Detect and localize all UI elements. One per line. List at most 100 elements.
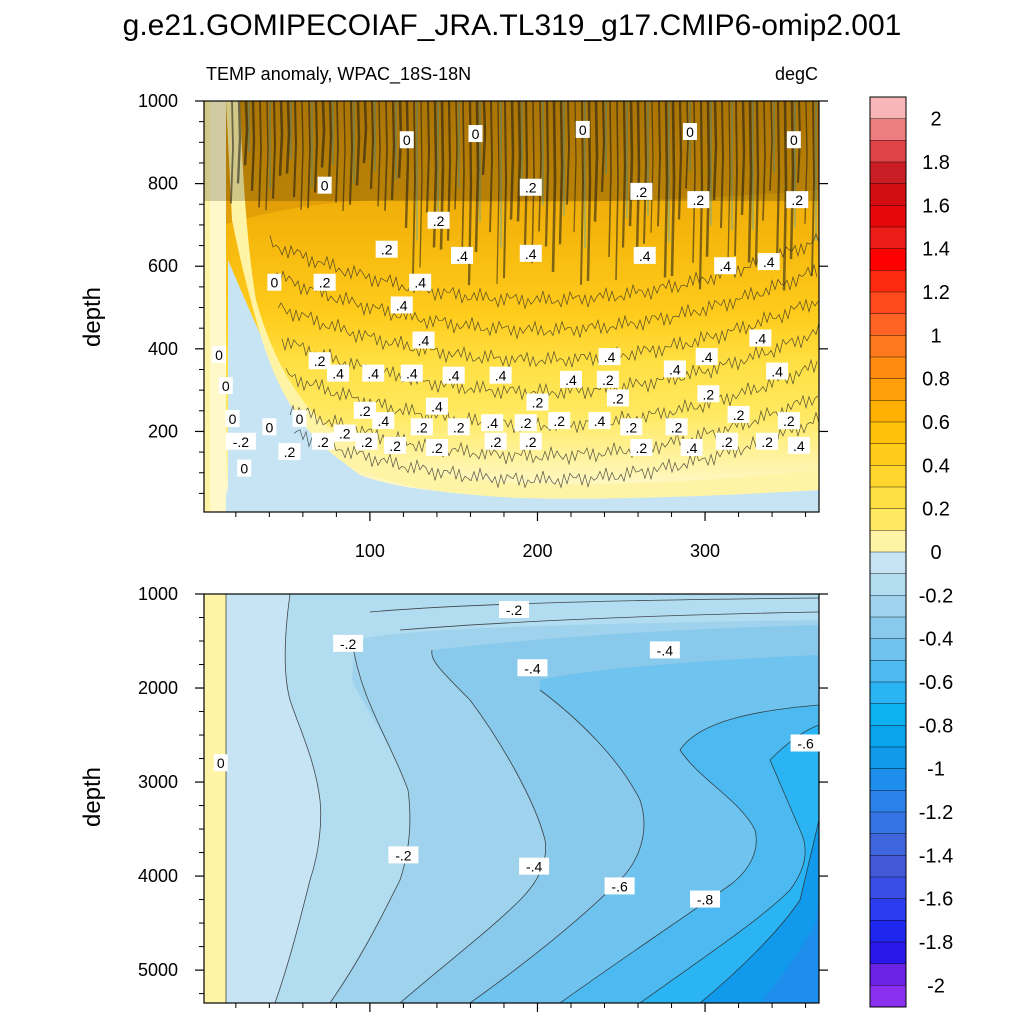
- top-surface-streak: [628, 101, 634, 227]
- bottom-contour-lines: [225, 594, 819, 1003]
- top-contour-label-box: [766, 362, 789, 380]
- bottom-contour-label-text: -.8: [697, 892, 714, 908]
- top-contour-label-text: 0: [270, 275, 278, 291]
- top-contour-label-box: [786, 131, 801, 149]
- top-contour-label-text: 0: [472, 126, 480, 142]
- top-contour-label: .4: [633, 246, 656, 264]
- top-contour-label-text: 0: [222, 378, 230, 394]
- top-subtitle-left: TEMP anomaly, WPAC_18S-18N: [206, 64, 471, 85]
- colorbar-swatch: [869, 833, 907, 856]
- colorbar-label: -0.2: [919, 585, 953, 607]
- top-axis: 100 200 300 200 400 600 800 1000: [138, 91, 828, 561]
- top-surface-streak: [292, 101, 298, 198]
- top-y-tick-label: 200: [148, 421, 178, 441]
- colorbar-swatch: [869, 985, 907, 1008]
- top-surface-streak: [335, 101, 339, 203]
- top-surface-streak: [608, 101, 612, 257]
- top-contour-label-text: .2: [602, 372, 614, 388]
- bottom-contour-label: -.8: [690, 890, 721, 908]
- top-contour-label: 0: [237, 459, 252, 477]
- top-contour-label-box: [384, 436, 407, 454]
- top-contour-label-box: [333, 424, 356, 442]
- colorbar-swatch: [869, 920, 907, 943]
- top-zero-strip-edge: [210, 101, 226, 512]
- top-panel: 100 200 300 200 400 600 800 1000 0 -.2 .2 0 0 0 0 0 .2.…: [79, 91, 828, 561]
- top-contour-label: .4: [372, 412, 395, 430]
- top-contour-label-box: [682, 122, 697, 140]
- top-surface-streak: [558, 101, 564, 245]
- colorbar-swatch: [869, 378, 907, 401]
- top-contour-label-text: .2: [703, 386, 715, 402]
- top-contour-label-text: .4: [604, 349, 616, 365]
- top-contour-label-text: .2: [671, 419, 683, 435]
- top-contour-label: .2: [514, 414, 537, 432]
- bottom-contour-label-box: [388, 846, 419, 864]
- top-contour-label-text: .2: [636, 440, 648, 456]
- colorbar-label: -1.4: [919, 845, 953, 867]
- top-y-tick-label: 600: [148, 256, 178, 276]
- top-surface-shade: [204, 101, 819, 201]
- top-contour-label-text: .4: [396, 297, 408, 313]
- colorbar-frame: [869, 96, 907, 1008]
- top-contour-label: .2: [620, 418, 643, 436]
- bottom-contour-label-box: [649, 641, 680, 659]
- colorbar-swatch: [869, 595, 907, 618]
- top-contour-label: .4: [598, 348, 621, 366]
- top-contour-label-text: .4: [793, 438, 805, 454]
- top-contour-label: 0: [218, 377, 233, 395]
- colorbar-label: -0.6: [919, 672, 953, 694]
- top-contour-label-text: .2: [733, 407, 745, 423]
- colorbar-swatch: [869, 421, 907, 445]
- top-contour-label: .2: [355, 432, 378, 450]
- top-contour-label: .2: [311, 432, 334, 450]
- top-surface-streak: [719, 101, 725, 228]
- top-surface-streak: [621, 101, 627, 248]
- top-contour-label-box: [412, 331, 435, 349]
- top-contour-label: .2: [548, 412, 571, 430]
- top-contour-label: .2: [484, 432, 507, 450]
- top-contour-label-box: [630, 438, 653, 456]
- colorbar-swatch: [869, 205, 907, 228]
- bottom-contour-label-text: -.2: [395, 847, 412, 863]
- top-contour-label-text: .4: [594, 413, 606, 429]
- colorbar-swatch: [869, 703, 907, 726]
- top-contour-label-text: .2: [490, 434, 502, 450]
- top-surface-streak: [404, 101, 410, 228]
- bottom-contour-label: -.2: [388, 846, 419, 864]
- top-contour-label: .4: [663, 360, 686, 378]
- top-surface-streak: [425, 101, 431, 213]
- top-surface-streak: [593, 101, 599, 222]
- colorbar-swatch: [869, 270, 907, 293]
- bottom-contour-labels: 0 -.2 -.2 -.4 -.4 -.6 -.2 -.4 -.6 -.8: [213, 600, 821, 908]
- top-contour-label-box: [519, 244, 542, 262]
- top-surface-streak: [712, 101, 718, 201]
- top-surface-streak: [782, 101, 788, 291]
- colorbar-swatch: [869, 573, 907, 596]
- colorbar-label: -1: [927, 759, 945, 781]
- top-surface-streak: [516, 101, 522, 222]
- top-contour-label-text: .4: [486, 415, 498, 431]
- top-contour-label-text: 0: [265, 419, 273, 435]
- top-contour-label: .4: [425, 397, 448, 415]
- top-surface-streak: [271, 101, 277, 199]
- top-contour-label: .4: [362, 364, 385, 382]
- colorbar-swatch: [869, 638, 907, 661]
- top-contour-label-box: [548, 412, 571, 430]
- top-surface-streak: [390, 101, 396, 201]
- top-surface-streak: [615, 101, 619, 281]
- top-contour-label-text: 0: [296, 411, 304, 427]
- top-contour-label-text: .4: [669, 361, 681, 377]
- top-contour-label-box: [308, 352, 331, 370]
- bottom-zero-strip: [204, 594, 226, 1003]
- bottom-contour-label-text: -.6: [797, 735, 814, 751]
- top-contour-label-box: [695, 348, 718, 366]
- top-contour-label-box: [353, 401, 376, 419]
- top-contour-label: .2: [697, 385, 720, 403]
- top-contour-label: .4: [327, 364, 350, 382]
- top-contour-label-box: [410, 418, 433, 436]
- top-y-tick-label: 1000: [138, 91, 178, 111]
- top-contour-label-text: 0: [215, 347, 223, 363]
- top-contour-label-box: [715, 432, 738, 450]
- top-contour-label-text: .4: [719, 258, 731, 274]
- bottom-isoline: [639, 724, 819, 1003]
